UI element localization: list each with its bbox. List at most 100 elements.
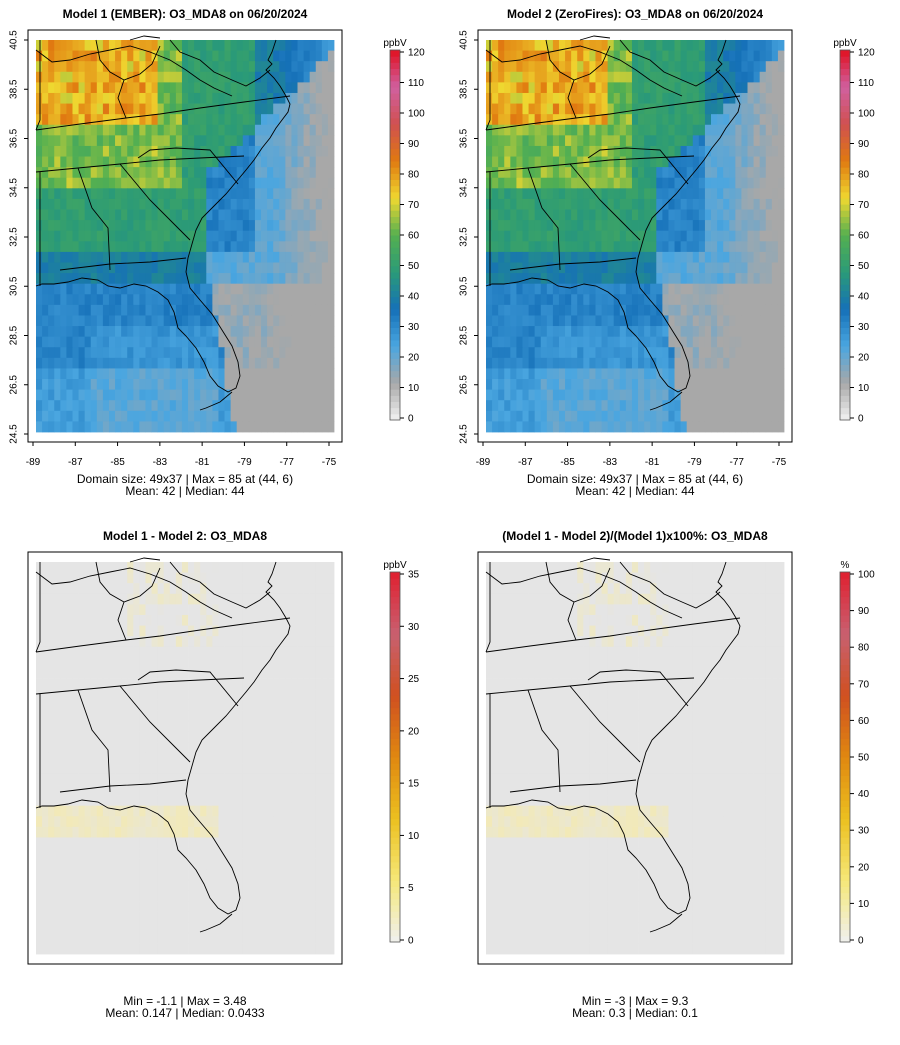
grid-cell xyxy=(42,177,49,189)
grid-cell xyxy=(711,273,718,285)
grid-cell xyxy=(54,379,61,391)
colorbar-segment xyxy=(840,228,850,236)
grid-cell xyxy=(194,357,201,369)
grid-cell xyxy=(212,421,219,433)
grid-cell xyxy=(145,689,152,701)
grid-cell xyxy=(285,230,292,242)
grid-cell xyxy=(230,326,238,338)
grid-cell xyxy=(206,347,213,359)
grid-cell xyxy=(747,315,754,327)
grid-cell xyxy=(619,71,627,83)
grid-cell xyxy=(285,572,292,584)
grid-cell xyxy=(777,92,785,104)
grid-cell xyxy=(303,731,311,743)
grid-cell xyxy=(96,784,104,796)
grid-cell xyxy=(510,92,517,104)
grid-cell xyxy=(723,103,730,115)
grid-cell xyxy=(102,262,110,274)
grid-cell xyxy=(254,710,262,722)
grid-cell xyxy=(297,50,304,62)
colorbar-segment xyxy=(390,222,400,230)
grid-cell xyxy=(181,103,189,115)
grid-cell xyxy=(90,71,98,83)
grid-cell xyxy=(72,336,79,348)
grid-cell xyxy=(589,400,596,412)
grid-cell xyxy=(169,368,177,380)
grid-cell xyxy=(552,283,560,295)
grid-cell xyxy=(254,752,262,764)
grid-cell xyxy=(200,273,207,285)
grid-cell xyxy=(139,336,146,348)
grid-cell xyxy=(650,400,657,412)
grid-cell xyxy=(163,103,171,115)
grid-cell xyxy=(552,294,560,306)
grid-cell xyxy=(309,209,317,221)
grid-cell xyxy=(145,273,152,285)
grid-cell xyxy=(498,273,505,285)
grid-cell xyxy=(686,315,694,327)
grid-cell xyxy=(492,347,499,359)
grid-cell xyxy=(638,156,645,168)
grid-cell xyxy=(115,667,122,679)
colorbar-segment xyxy=(390,148,400,156)
grid-cell xyxy=(261,347,268,359)
grid-cell xyxy=(601,400,609,412)
grid-cell xyxy=(254,198,262,210)
grid-cell xyxy=(571,50,578,62)
grid-cell xyxy=(546,421,554,433)
grid-cell xyxy=(36,593,43,605)
grid-cell xyxy=(60,357,67,369)
grid-cell xyxy=(248,188,256,200)
grid-cell xyxy=(510,61,517,73)
grid-cell xyxy=(674,421,682,433)
grid-cell xyxy=(315,357,323,369)
grid-cell xyxy=(102,304,110,316)
grid-cell xyxy=(66,71,73,83)
grid-cell xyxy=(692,167,700,179)
grid-cell xyxy=(169,326,177,338)
grid-cell xyxy=(54,50,61,62)
grid-cell xyxy=(248,220,256,232)
grid-cell xyxy=(571,304,578,316)
grid-cell xyxy=(115,50,122,62)
grid-cell xyxy=(218,336,225,348)
grid-cell xyxy=(735,167,742,179)
grid-cell xyxy=(206,251,213,263)
grid-cell xyxy=(619,82,627,94)
grid-cell xyxy=(254,699,262,711)
grid-cell xyxy=(619,421,627,433)
grid-cell xyxy=(711,156,718,168)
grid-cell xyxy=(54,689,61,701)
map-plot: 24.526.528.530.532.534.536.538.540.5-89-… xyxy=(459,29,875,468)
grid-cell xyxy=(680,40,688,51)
grid-cell xyxy=(66,251,73,263)
grid-cell xyxy=(315,156,323,168)
grid-cell xyxy=(127,198,134,210)
grid-cell xyxy=(206,389,213,401)
grid-cell xyxy=(54,294,61,306)
grid-cell xyxy=(315,336,323,348)
grid-cell xyxy=(121,145,128,157)
grid-cell xyxy=(638,188,645,200)
grid-cell xyxy=(723,241,730,253)
grid-cell xyxy=(723,220,730,232)
grid-cell xyxy=(717,347,724,359)
grid-cell xyxy=(127,209,134,221)
grid-cell xyxy=(102,763,110,775)
grid-cell xyxy=(303,220,311,232)
coastline xyxy=(35,39,291,393)
grid-cell xyxy=(133,710,140,722)
grid-cell xyxy=(504,315,511,327)
grid-cell xyxy=(486,156,493,168)
grid-cell xyxy=(297,368,304,380)
grid-cell xyxy=(558,336,566,348)
grid-cell xyxy=(84,71,92,83)
grid-cell xyxy=(175,562,183,573)
grid-cell xyxy=(267,646,274,658)
grid-cell xyxy=(200,742,207,754)
grid-cell xyxy=(735,188,742,200)
grid-cell xyxy=(60,167,67,179)
grid-cell xyxy=(777,273,785,285)
grid-cell xyxy=(163,262,171,274)
grid-cell xyxy=(127,50,134,62)
